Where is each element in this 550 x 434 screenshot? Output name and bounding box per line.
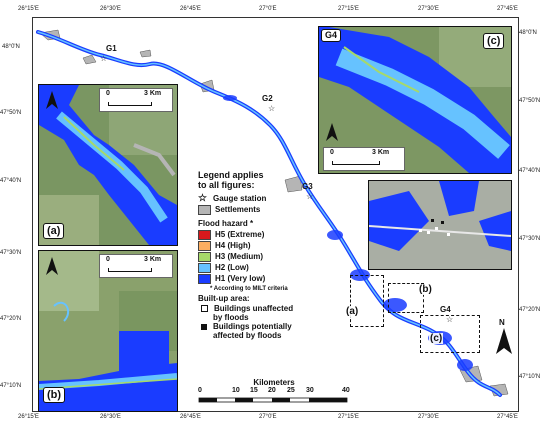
- callout-label-c: (c): [429, 333, 444, 344]
- unaffected-building-swatch: [201, 305, 208, 312]
- inset-a-scalebar: 0 3 Km: [99, 88, 173, 112]
- gauge-star-icon: ☆: [268, 104, 276, 113]
- legend-builtup-title: Built-up area:: [198, 294, 250, 303]
- legend-gauge-label: Gauge station: [213, 194, 267, 203]
- lat-tick-right: 47°10'N: [519, 374, 541, 380]
- lat-tick-left: 47°30'N: [0, 250, 22, 256]
- lat-tick-right: 47°40'N: [519, 168, 541, 174]
- inset-b-scalebar: 0 3 Km: [99, 254, 173, 278]
- legend: Legend applies to all figures: ☆ Gauge s…: [198, 170, 358, 340]
- legend-title-line2: to all figures:: [198, 180, 255, 190]
- north-arrow-icon: [46, 257, 58, 275]
- km-scalebar: Kilometers 0 10 15 20 25 30 40: [198, 378, 350, 405]
- inset-c-scalebar: 0 3 Km: [323, 147, 405, 171]
- legend-unaffected-row-2: by floods: [213, 313, 249, 322]
- km-scale-title: Kilometers: [253, 378, 295, 387]
- lat-tick-left: 47°40'N: [0, 178, 22, 184]
- north-arrow-icon: N: [494, 318, 514, 356]
- callout-box-b: [388, 283, 424, 313]
- inset-b-label: (b): [43, 387, 66, 403]
- gauge-star-icon: ☆: [446, 315, 454, 324]
- lon-tick-top: 27°30'E: [418, 6, 439, 12]
- gauge-label-g1: G1: [106, 44, 117, 53]
- gauge-label-g2: G2: [262, 94, 273, 103]
- inset-c-label: (c): [483, 33, 505, 49]
- legend-note: * According to MILT criteria: [210, 286, 288, 292]
- legend-hazard-h3: H3 (Medium): [198, 251, 358, 262]
- lon-tick-bottom: 27°30'E: [418, 414, 439, 420]
- lon-tick-bottom: 27°45'E: [497, 414, 518, 420]
- lat-tick-left: 47°20'N: [0, 316, 22, 322]
- gauge-star-icon: ☆: [100, 54, 108, 63]
- hazard-h4-swatch: [198, 240, 211, 251]
- lon-tick-top: 27°15'E: [338, 6, 359, 12]
- lat-tick-left: 47°50'N: [0, 110, 22, 116]
- lon-tick-top: 26°45'E: [180, 6, 201, 12]
- lon-tick-top: 27°45'E: [497, 6, 518, 12]
- affected-building-swatch: [201, 323, 207, 330]
- lat-tick-left: 47°10'N: [0, 383, 22, 389]
- legend-title-line1: Legend applies: [198, 170, 264, 180]
- north-arrow-icon: [326, 123, 338, 141]
- inset-panel-detail: [368, 180, 512, 270]
- lon-tick-bottom: 26°45'E: [180, 414, 201, 420]
- callout-box-a: [350, 275, 384, 327]
- legend-hazard-h5: H5 (Extreme): [198, 229, 358, 240]
- lon-tick-top: 27°0'E: [259, 6, 277, 12]
- inset-panel-c: G4 (c) 0 3 Km: [318, 26, 512, 174]
- legend-settlements-row: Settlements: [198, 204, 358, 215]
- callout-label-b: (b): [418, 284, 433, 295]
- lat-tick-right: 48°0'N: [519, 30, 537, 36]
- callout-box-c: [420, 315, 480, 353]
- north-arrow-icon: [46, 91, 58, 109]
- lat-tick-right: 47°50'N: [519, 98, 541, 104]
- lon-tick-bottom: 26°15'E: [18, 414, 39, 420]
- hazard-h1-swatch: [198, 273, 211, 284]
- inset-a-label: (a): [43, 223, 65, 239]
- inset-c-gauge-label: G4: [321, 29, 342, 42]
- lon-tick-top: 26°15'E: [18, 6, 39, 12]
- legend-affected-row: Buildings potentially: [198, 322, 358, 331]
- lon-tick-bottom: 27°0'E: [259, 414, 277, 420]
- gauge-label-g3: G3: [302, 182, 313, 191]
- lon-tick-bottom: 26°30'E: [100, 414, 121, 420]
- legend-settlements-label: Settlements: [215, 205, 261, 214]
- lat-tick-right: 47°30'N: [519, 236, 541, 242]
- callout-label-a: (a): [345, 306, 360, 317]
- lat-tick-left: 48°0'N: [2, 44, 20, 50]
- lon-tick-bottom: 27°15'E: [338, 414, 359, 420]
- inset-panel-b: 0 3 Km (b): [38, 250, 178, 412]
- settlements-swatch: [198, 204, 211, 215]
- hazard-h5-swatch: [198, 229, 211, 240]
- gauge-star-icon: ☆: [198, 193, 207, 204]
- hazard-h3-swatch: [198, 251, 211, 262]
- legend-unaffected-row: Buildings unaffected: [198, 304, 358, 313]
- legend-hazard-h1: H1 (Very low): [198, 273, 358, 284]
- legend-hazard-h4: H4 (High): [198, 240, 358, 251]
- legend-hazard-title: Flood hazard *: [198, 219, 254, 228]
- lat-tick-right: 47°20'N: [519, 307, 541, 313]
- hazard-h2-swatch: [198, 262, 211, 273]
- lon-tick-top: 26°30'E: [100, 6, 121, 12]
- gauge-star-icon: ☆: [306, 192, 314, 201]
- legend-hazard-h2: H2 (Low): [198, 262, 358, 273]
- legend-affected-row-2: affected by floods: [213, 331, 282, 340]
- gauge-label-g4: G4: [440, 305, 451, 314]
- inset-panel-a: 0 3 Km (a): [38, 84, 178, 246]
- legend-gauge-row: ☆ Gauge station: [198, 193, 358, 204]
